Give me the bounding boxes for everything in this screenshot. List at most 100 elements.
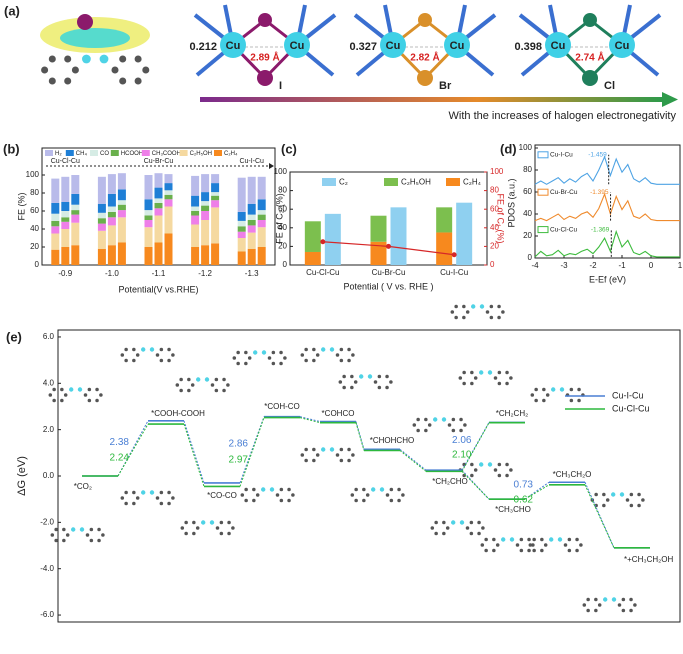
atom-decor [551,387,556,392]
atom-decor [60,398,64,403]
atom-decor [111,66,119,74]
atom-decor [244,487,248,492]
pdos-curve [534,192,680,222]
y-tick-label: 0 [528,253,533,262]
y-tick-label: 60 [490,204,499,213]
atom-decor [605,498,610,502]
atom-decor [119,55,127,63]
atom-decor [459,520,465,525]
atom-decor [201,520,206,525]
atom-decor [347,447,351,452]
atom-decor [629,597,633,602]
atom-decor [497,370,502,375]
x-tick-label: -3 [560,261,568,270]
bar-segment [211,192,220,196]
atom-decor [412,423,417,427]
bar-segment [257,176,266,200]
y-tick-label: 20 [523,231,532,240]
panel-label: (d) [500,141,517,156]
connector [399,450,427,472]
atom-decor [77,387,83,392]
atom-decor [470,473,474,478]
bar-segment [164,190,173,195]
atom-decor [430,526,435,530]
panel-label: (b) [3,141,20,156]
atom-decor [347,347,351,352]
bar-segment [71,245,80,265]
atom-decor [52,387,56,392]
connector [239,417,265,487]
group-label: Cu-I-Cu [239,158,264,165]
bar-segment [144,215,153,220]
atom-decor [602,492,606,497]
atom-decor [97,527,101,532]
atom-decor [219,531,224,536]
atom-decor [304,447,308,452]
atom-decor [342,385,346,390]
atom-decor [454,304,458,309]
atom-decor [304,347,308,352]
atom-decor [204,377,210,382]
atom-decor [279,487,284,492]
connector [524,484,550,500]
y-tick-label: 80 [523,165,532,174]
atom-decor [470,381,474,386]
plot-frame [534,144,681,259]
bar [390,207,407,265]
bar-segment [304,221,321,252]
atom-decor [532,548,536,553]
bar-segment [211,243,220,265]
legend-swatch [537,188,549,196]
y-tick-label: 2.0 [43,425,55,434]
atom-decor [497,304,501,309]
atom-decor [389,380,393,384]
atom-label: Cu [290,40,305,52]
atom-decor [479,304,485,309]
atom-decor [621,608,626,613]
atom-decor [54,527,58,532]
atom-decor [304,458,308,463]
atom-decor [534,387,538,392]
atom-decor [567,548,572,553]
atom-decor [451,417,456,422]
atom-decor [171,496,175,500]
bar-segment [370,241,387,265]
atom-label: Cu [386,40,401,52]
atom-decor [611,492,616,497]
connector [299,417,321,424]
step-label: 2.86 [229,438,249,449]
atom-decor [569,398,574,403]
atom-decor [354,487,358,492]
caption: With the increases of halogen electroneg… [449,110,677,122]
atom-decor [629,492,634,497]
atom-decor [492,537,496,542]
legend-label: CH₃COOH [152,151,181,157]
atom-decor [505,370,509,375]
y-tick-label: 20 [30,242,39,251]
c1-point [320,239,326,245]
bar-segment [304,251,321,265]
x-tick-label: -1 [618,261,626,270]
bar-segment [257,247,266,265]
bar-segment [154,215,163,243]
atom-decor [85,533,90,537]
atom-decor [442,520,446,525]
bar-segment [191,206,200,211]
atom-decor [222,388,226,393]
orbital-decor [60,28,130,48]
atom-decor [350,493,355,497]
atom-decor [350,374,354,379]
bar-segment [154,198,163,203]
halogen-label: I [279,80,282,92]
atom-decor [509,468,513,472]
bar-segment [97,212,106,219]
atom-decor [257,70,273,86]
atom-decor [362,498,366,503]
d-band-label: -1.459 [588,152,607,159]
bar-segment [247,232,256,249]
atom-decor [236,350,240,355]
y-tick-label: 40 [490,223,499,232]
bar-segment [257,199,266,211]
atom-decor [261,350,267,355]
atom-decor [531,543,535,547]
